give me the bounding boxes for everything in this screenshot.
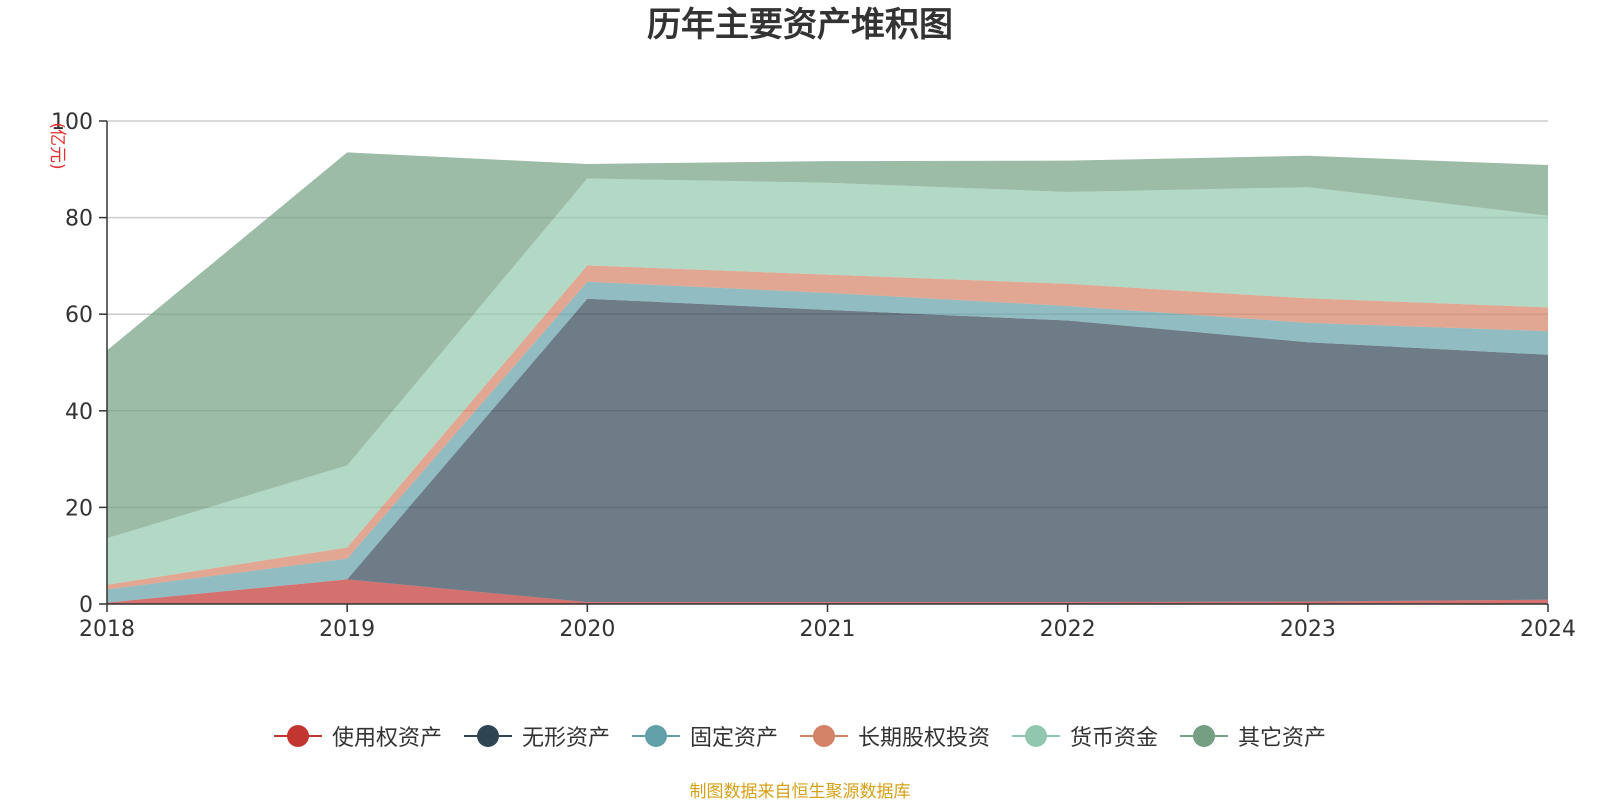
y-tick-label: 60 (65, 303, 93, 328)
x-tick-label: 2023 (1280, 617, 1336, 642)
legend-dot (644, 725, 667, 747)
x-tick-label: 2022 (1040, 617, 1096, 642)
legend-label: 固定资产 (689, 726, 778, 751)
area-series-6 (107, 152, 1548, 539)
legend-label: 使用权资产 (331, 726, 442, 751)
y-tick-label: 100 (51, 110, 93, 135)
legend-marker-icon (273, 724, 322, 748)
legend-item-1[interactable]: 使用权资产 (273, 720, 442, 752)
area-series-group (107, 152, 1548, 604)
legend-marker-icon (800, 724, 848, 748)
x-tick-label: 2020 (559, 617, 615, 642)
area-series-5 (107, 178, 1548, 585)
legend-item-3[interactable]: 固定资产 (631, 720, 778, 752)
legend-dot (286, 725, 309, 747)
area-series-2 (107, 298, 1548, 603)
source-note: 制图数据来自恒生聚源数据库 (689, 782, 911, 802)
legend-label: 长期股权投资 (858, 726, 991, 751)
area-series-1 (107, 579, 1548, 604)
chart-title: 历年主要资产堆积图 (647, 5, 953, 45)
x-tick-label: 2024 (1520, 617, 1576, 642)
legend: 使用权资产 无形资产 固定资产 长期股权投资 货币资金 其它资产 (0, 718, 1600, 754)
legend-marker-icon (1180, 724, 1229, 748)
legend-item-5[interactable]: 货币资金 (1012, 720, 1158, 752)
y-tick-label: 80 (65, 207, 93, 232)
legend-dot (813, 725, 835, 747)
legend-dot (476, 725, 499, 747)
legend-item-2[interactable]: 无形资产 (463, 720, 610, 752)
y-tick-label: 40 (65, 400, 93, 425)
tick-labels: 0 20 40 60 80 100 2018 2019 2020 2021 2022 2023 2024… (47, 110, 1576, 642)
legend-dot (1193, 725, 1216, 747)
axes (99, 120, 1549, 612)
legend-marker-icon (463, 724, 512, 748)
legend-dot (1025, 725, 1048, 747)
y-tick-label: 0 (79, 593, 93, 618)
x-tick-label: 2021 (800, 617, 856, 642)
legend-label: 其它资产 (1238, 726, 1327, 751)
legend-marker-icon (1012, 724, 1061, 748)
x-tick-label: 2018 (79, 617, 135, 642)
legend-item-4[interactable]: 长期股权投资 (800, 720, 990, 752)
legend-marker-icon (631, 724, 680, 748)
y-axis-unit-label: (亿元) (47, 122, 67, 169)
legend-item-6[interactable]: 其它资产 (1180, 720, 1326, 752)
legend-label: 货币资金 (1070, 726, 1159, 751)
legend-label: 无形资产 (521, 726, 610, 751)
x-tick-label: 2019 (319, 617, 375, 642)
y-tick-label: 20 (65, 496, 93, 521)
